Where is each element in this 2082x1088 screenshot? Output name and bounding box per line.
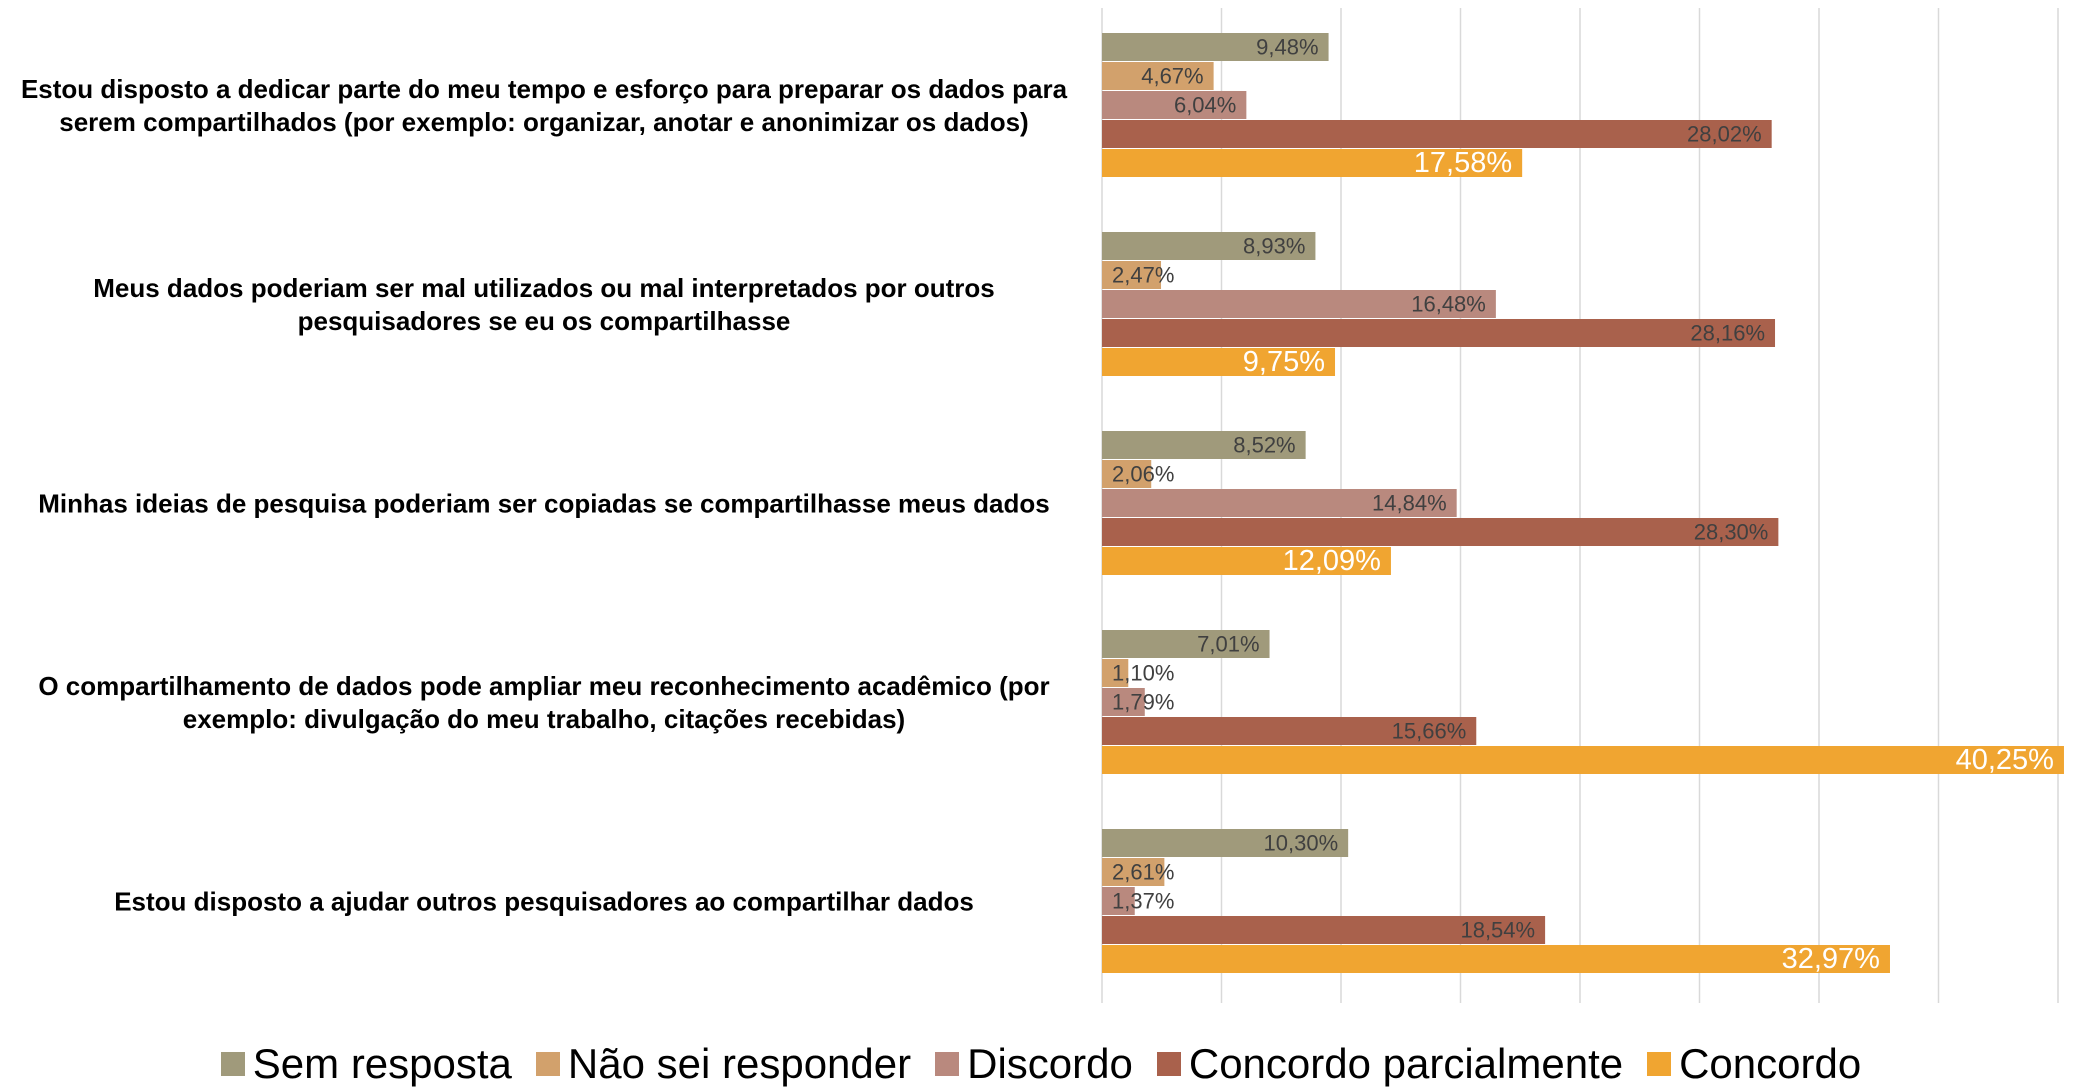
data-label: 17,58% (1414, 147, 1512, 179)
bar (1102, 431, 1306, 459)
legend-item: Discordo (935, 1040, 1133, 1088)
bar (1102, 829, 1349, 857)
legend: Sem resposta Não sei responder Discordo Con… (0, 1040, 2082, 1088)
legend-label: Não sei responder (567, 1040, 912, 1087)
legend-swatch (535, 1052, 560, 1076)
bar (1102, 290, 1496, 318)
bar (1102, 120, 1772, 148)
bar (1102, 91, 1247, 119)
data-label: 4,67% (1141, 63, 1203, 88)
bar (1102, 62, 1214, 90)
bar (1102, 916, 1546, 944)
legend-item: Não sei responder (535, 1040, 912, 1088)
bar (1102, 232, 1316, 260)
chart: 9,48% 4,67% 6,04% 28,02% 17,58% 8,93% 2,47% 16,… (1101, 8, 2064, 1003)
data-label: 28,30% (1694, 519, 1769, 544)
data-label: 2,61% (1112, 859, 1174, 884)
bar (1102, 261, 1162, 289)
bar (1102, 746, 2064, 774)
bar (1102, 149, 1523, 177)
bar (1102, 518, 1779, 546)
data-label: 2,47% (1112, 262, 1174, 287)
data-label: 6,04% (1174, 92, 1236, 117)
data-label: 18,54% (1460, 917, 1535, 942)
bar (1102, 688, 1145, 716)
legend-label: Discordo (967, 1040, 1133, 1087)
bar (1102, 489, 1457, 517)
legend-label: Sem resposta (252, 1040, 512, 1087)
data-label: 1,79% (1112, 689, 1174, 714)
data-label: 2,06% (1112, 461, 1174, 486)
legend-item: Concordo (1647, 1040, 1861, 1088)
bar (1102, 630, 1270, 658)
data-label: 40,25% (1956, 744, 2054, 776)
data-label: 16,48% (1411, 291, 1486, 316)
legend-item: Concordo parcialmente (1156, 1040, 1624, 1088)
data-label: 8,93% (1243, 233, 1305, 258)
bar (1102, 858, 1165, 886)
bar (1102, 460, 1152, 488)
data-label: 8,52% (1233, 432, 1295, 457)
data-label: 1,37% (1112, 888, 1174, 913)
bar (1102, 945, 1890, 973)
legend-label: Concordo (1679, 1040, 1862, 1087)
category-label: Estou disposto a ajudar outros pesquisad… (114, 886, 974, 916)
bar (1102, 887, 1135, 915)
bar (1102, 717, 1477, 745)
category-label: Estou disposto a dedicar parte do meu te… (20, 73, 1068, 137)
data-label: 12,09% (1283, 545, 1381, 577)
legend-swatch (220, 1052, 245, 1076)
data-label: 9,48% (1256, 34, 1318, 59)
bar (1102, 33, 1329, 61)
legend-label: Concordo parcialmente (1188, 1040, 1624, 1087)
data-label: 32,97% (1782, 943, 1880, 975)
category-label: Meus dados poderiam ser mal utilizados o… (93, 272, 995, 336)
bar (1102, 348, 1336, 376)
data-label: 9,75% (1243, 346, 1325, 378)
data-label: 7,01% (1197, 631, 1259, 656)
data-label: 28,16% (1690, 320, 1765, 345)
data-label: 15,66% (1392, 718, 1467, 743)
legend-swatch (935, 1052, 960, 1076)
bar (1102, 547, 1391, 575)
data-label: 1,10% (1112, 660, 1174, 685)
category-label: O compartilhamento de dados pode ampliar… (38, 670, 1050, 734)
data-label: 10,30% (1264, 830, 1339, 855)
legend-item: Sem resposta (220, 1040, 512, 1088)
data-label: 14,84% (1372, 490, 1447, 515)
data-label: 28,02% (1687, 121, 1762, 146)
bar (1102, 659, 1129, 687)
legend-swatch (1647, 1052, 1672, 1076)
category-label: Minhas ideias de pesquisa poderiam ser c… (38, 488, 1050, 518)
legend-swatch (1156, 1052, 1181, 1076)
bar (1102, 319, 1776, 347)
